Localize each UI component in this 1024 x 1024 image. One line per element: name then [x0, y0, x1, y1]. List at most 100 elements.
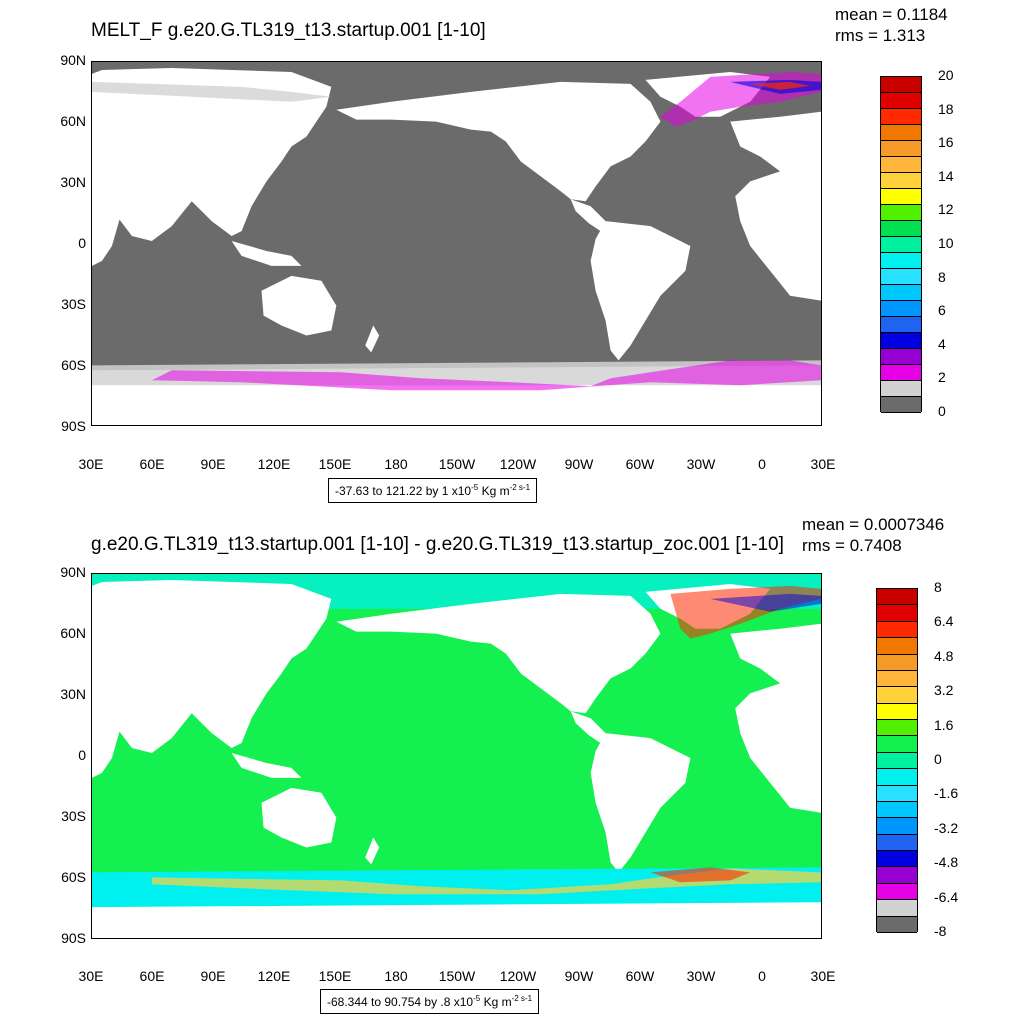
mean-value: mean = 0.1184 — [835, 5, 948, 24]
range-exponent: -5 — [471, 483, 479, 492]
lat-label: 90S — [61, 930, 86, 946]
lat-label: 30S — [61, 296, 86, 312]
lon-label: 90W — [564, 968, 594, 984]
range-units: Kg m — [480, 995, 512, 1009]
range-exponent: -5 — [473, 994, 481, 1003]
colorbar-swatch — [881, 397, 921, 413]
lon-label: 150E — [318, 968, 352, 984]
colorbar-label: 12 — [938, 201, 954, 218]
lat-label: 90S — [61, 418, 86, 434]
colorbar-swatch — [877, 916, 917, 933]
lon-label: 120E — [257, 968, 291, 984]
colorbar-swatch — [881, 381, 921, 397]
plot-title: MELT_F g.e20.G.TL319_t13.startup.001 [1-… — [91, 20, 486, 41]
colorbar-swatch — [881, 141, 921, 157]
plot-title: g.e20.G.TL319_t13.startup.001 [1-10] - g… — [91, 534, 784, 555]
lon-label: 150E — [318, 456, 352, 472]
colorbar-swatch — [881, 125, 921, 141]
lat-label: 30S — [61, 808, 86, 824]
colorbar-label: -3.2 — [934, 819, 959, 836]
colorbar-swatch — [877, 670, 917, 688]
lon-label: 180 — [384, 456, 408, 472]
lon-label: 30E — [810, 456, 836, 472]
colorbar-swatch — [881, 301, 921, 317]
colorbar-label: -1.6 — [934, 785, 959, 802]
colorbar-label: 14 — [938, 167, 954, 184]
colorbar-swatch — [881, 173, 921, 189]
colorbar-label: 0 — [938, 403, 946, 419]
panel-melt-f: MELT_F g.e20.G.TL319_t13.startup.001 [1-… — [0, 0, 1024, 510]
lat-label: 0 — [78, 747, 86, 763]
colorbar-label: 6.4 — [934, 613, 954, 630]
colorbar-swatch — [877, 752, 917, 770]
colorbar-label: 10 — [938, 235, 954, 251]
colorbar-swatches — [876, 588, 918, 933]
range-text: -68.344 to 90.754 by .8 x10 — [327, 995, 474, 1009]
colorbar-swatch — [877, 801, 917, 819]
range-units-exponent: -2 s-1 — [511, 994, 533, 1003]
lon-label: 30E — [78, 968, 104, 984]
colorbar-swatch — [877, 654, 917, 671]
lat-label: 60S — [61, 357, 86, 373]
lon-label: 30E — [78, 456, 104, 472]
colorbar-label: 3.2 — [934, 682, 954, 699]
lat-label: 90N — [60, 564, 86, 580]
lon-label: 120E — [257, 456, 291, 472]
colorbar-swatch — [881, 77, 921, 93]
lat-label: 90N — [60, 52, 86, 68]
colorbar-swatch — [877, 621, 917, 639]
colorbar-swatch — [877, 638, 917, 655]
colorbar-label: 4.8 — [934, 647, 954, 664]
colorbar-swatch — [881, 333, 921, 349]
lat-label: 30N — [60, 686, 86, 702]
colorbar-swatch — [881, 317, 921, 333]
map-plot-area — [91, 573, 822, 939]
colorbar-swatch — [881, 253, 921, 269]
colorbar-label: -6.4 — [934, 888, 959, 905]
lon-label: 30W — [686, 968, 716, 984]
contour-range-label: -37.63 to 121.22 by 1 x10-5 Kg m-2 s-1 — [328, 478, 538, 503]
colorbar-swatch — [877, 851, 917, 868]
colorbar-label: 8 — [934, 579, 942, 595]
colorbar-label: 4 — [938, 335, 946, 352]
lon-label: 150W — [438, 968, 476, 984]
colorbar-label: 18 — [938, 100, 954, 117]
colorbar-label: 8 — [938, 268, 946, 285]
colorbar-label: 16 — [938, 134, 954, 151]
lon-label: 0 — [758, 968, 766, 984]
world-map — [92, 62, 821, 425]
lon-label: 60E — [139, 456, 165, 472]
map-plot-area — [91, 61, 822, 426]
colorbar-swatch — [881, 221, 921, 237]
lon-label: 90E — [200, 968, 226, 984]
colorbar-swatches — [880, 76, 922, 413]
colorbar-swatch — [881, 237, 921, 253]
colorbar-label: 2 — [938, 369, 946, 386]
colorbar-swatch — [881, 269, 921, 285]
lon-label: 180 — [384, 968, 408, 984]
range-units-exponent: -2 s-1 — [509, 483, 531, 492]
lon-label: 30W — [686, 456, 716, 472]
colorbar-swatch — [877, 589, 917, 606]
range-text: -37.63 to 121.22 by 1 x10 — [335, 484, 472, 498]
colorbar-swatch — [877, 834, 917, 852]
lon-label: 120W — [499, 968, 537, 984]
colorbar-swatch — [877, 900, 917, 917]
colorbar-swatch — [881, 349, 921, 365]
colorbar-swatch — [881, 109, 921, 125]
lat-label: 60N — [60, 113, 86, 129]
lon-label: 60W — [625, 968, 655, 984]
colorbar-swatch — [881, 365, 921, 381]
rms-value: rms = 1.313 — [835, 26, 926, 45]
range-units: Kg m — [478, 484, 510, 498]
colorbar-swatch — [881, 205, 921, 221]
mean-value: mean = 0.0007346 — [802, 515, 945, 534]
colorbar-swatch — [877, 736, 917, 753]
panel-difference: g.e20.G.TL319_t13.startup.001 [1-10] - g… — [0, 510, 1024, 1024]
colorbar-label: 6 — [938, 302, 946, 319]
lat-label: 0 — [78, 235, 86, 251]
colorbar-swatch — [877, 687, 917, 704]
lon-label: 60E — [139, 968, 165, 984]
lon-label: 120W — [499, 456, 537, 472]
colorbar-label: -4.8 — [934, 854, 959, 871]
